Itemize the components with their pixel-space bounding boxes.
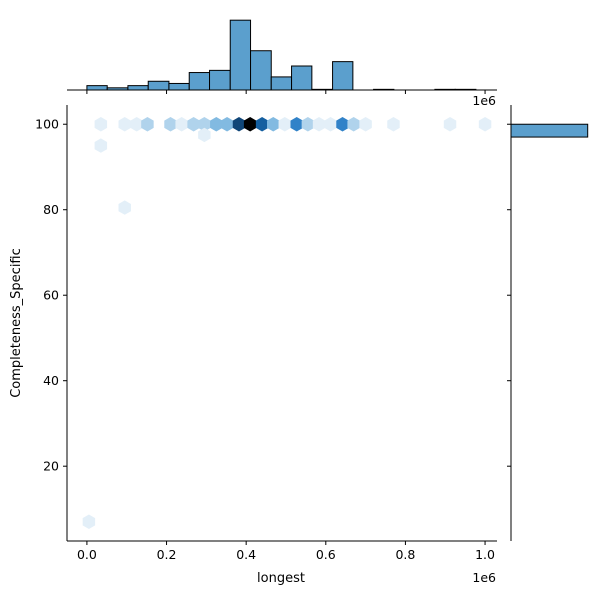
hexbin-cell (255, 117, 269, 132)
top-marginal-histogram (86, 19, 477, 91)
hexbin-cell (130, 117, 143, 132)
top-histogram-ticks (86, 90, 486, 94)
top-histogram-bar (147, 80, 170, 91)
hexbin-cell (118, 117, 131, 132)
x-tick-label: 0.0 (77, 547, 97, 562)
hexbin-cell (187, 117, 200, 132)
hexbin-cell (387, 117, 400, 132)
top-histogram-bar (250, 50, 272, 91)
hexbin-cell (220, 117, 234, 132)
hexbin-cell (278, 117, 292, 132)
hexbin-cell (347, 117, 360, 132)
top-histogram-offset-text: 1e6 (472, 93, 496, 108)
hexbin-cell (290, 117, 303, 132)
hexbin-cell (359, 117, 372, 132)
x-axis-offset-text: 1e6 (472, 570, 496, 585)
y-tick-label: 40 (43, 373, 59, 388)
hexbin-cell (210, 117, 223, 132)
hexbin-cell (198, 117, 211, 132)
top-histogram-bar (291, 65, 313, 91)
hexbin-cell (82, 514, 96, 529)
right-histogram-bar (510, 123, 589, 138)
hexbin-cell (141, 117, 154, 132)
top-histogram-bar (209, 69, 231, 91)
y-tick-label: 100 (35, 117, 59, 132)
hexbin-cell (301, 117, 315, 132)
x-tick-label: 1.0 (475, 547, 495, 562)
top-histogram-bar (86, 85, 108, 91)
right-marginal-histogram (510, 123, 589, 531)
hexbin-cell (94, 138, 108, 153)
hexbin-cell (198, 127, 211, 143)
hexbin-cell (243, 117, 257, 132)
top-histogram-bar (270, 76, 293, 91)
top-histogram-bar (127, 85, 149, 91)
hexbin-cell (312, 117, 326, 132)
hexbin-cell (118, 200, 131, 215)
hexbin-cell (164, 117, 177, 132)
top-histogram-bar (168, 82, 190, 91)
x-tick-label: 0.6 (316, 547, 336, 562)
hexbin-layer (82, 117, 492, 529)
y-tick-label: 60 (43, 288, 59, 303)
x-axis-ticks: 0.0 0.2 0.4 0.6 0.8 1.0 (77, 541, 495, 562)
hexbin-cell (478, 117, 492, 132)
y-tick-label: 20 (43, 459, 59, 474)
hexbin-cell (324, 117, 337, 132)
top-histogram-bar (229, 19, 252, 91)
right-histogram-ticks (507, 123, 511, 467)
y-axis-label: Completeness_Specific (9, 248, 24, 398)
hexbin-cell (94, 117, 108, 132)
x-tick-label: 0.2 (157, 547, 177, 562)
top-histogram-bar (188, 72, 211, 91)
hexbin-cell (175, 117, 188, 132)
hexbin-cell (336, 117, 349, 132)
hexbin-cell (267, 117, 280, 132)
hexbin-cell (443, 117, 457, 132)
x-tick-label: 0.8 (395, 547, 415, 562)
hexbin-cell (232, 117, 246, 132)
y-tick-label: 80 (43, 202, 59, 217)
x-axis-label: longest (257, 571, 305, 586)
x-tick-label: 0.4 (236, 547, 256, 562)
y-axis-ticks: 20 40 60 80 100 (35, 117, 67, 474)
top-histogram-bar (332, 61, 354, 91)
